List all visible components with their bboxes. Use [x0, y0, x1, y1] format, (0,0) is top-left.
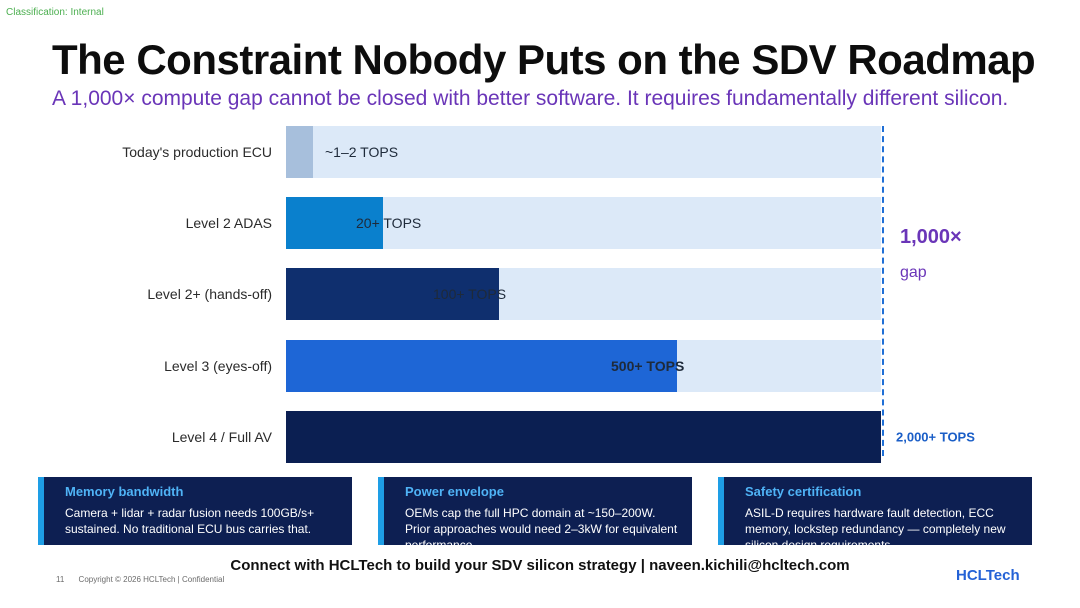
card-power-envelope: Power envelope OEMs cap the full HPC dom… [378, 477, 692, 545]
footer: 11 Copyright © 2026 HCLTech | Confidenti… [56, 575, 236, 584]
page-number: 11 [56, 575, 65, 584]
bar-value-1: 20+ TOPS [356, 215, 422, 231]
bar-1 [286, 197, 383, 249]
card-body: Camera + lidar + radar fusion needs 100G… [65, 506, 315, 536]
page-subtitle: A 1,000× compute gap cannot be closed wi… [52, 87, 1009, 110]
bar-3 [286, 340, 677, 392]
bar-2 [286, 268, 499, 320]
card-title: Safety certification [745, 484, 862, 499]
gap-label: gap [900, 264, 927, 281]
bar-label-4: Level 4 / Full AV [171, 429, 272, 445]
gap-value: 1,000× [900, 226, 962, 248]
bar-track-0 [286, 126, 881, 178]
bar-track-2 [286, 268, 881, 320]
bar-value-3: 500+ TOPS [611, 358, 685, 374]
card-title: Power envelope [405, 484, 504, 499]
card-body: OEMs cap the full HPC domain at ~150–200… [405, 506, 678, 545]
bar-0 [286, 126, 313, 178]
copyright: Copyright © 2026 HCLTech | Confidential [78, 575, 225, 584]
card-body: ASIL-D requires hardware fault detection… [745, 506, 1006, 545]
card-memory-bandwidth: Memory bandwidth Camera + lidar + radar … [38, 477, 352, 545]
bar-label-2: Level 2+ (hands-off) [147, 286, 272, 302]
page-title: The Constraint Nobody Puts on the SDV Ro… [52, 36, 1036, 83]
bar-label-1: Level 2 ADAS [185, 215, 272, 231]
gap-dashed-line [882, 126, 884, 456]
bar-value-0: ~1–2 TOPS [325, 144, 399, 160]
bar-track-1 [286, 197, 881, 249]
bar-value-2: 100+ TOPS [433, 286, 507, 302]
bar-label-0: Today's production ECU [122, 144, 272, 160]
bar-track-3 [286, 340, 881, 392]
card-title: Memory bandwidth [65, 484, 184, 499]
bar-4 [286, 411, 881, 463]
bar-track-4 [286, 411, 881, 463]
classification-label: Classification: Internal [6, 7, 104, 18]
bar-label-3: Level 3 (eyes-off) [164, 358, 272, 374]
bar-value-4: 2,000+ TOPS [896, 429, 975, 445]
contact-cta: Connect with HCLTech to build your SDV s… [230, 557, 850, 574]
hcltech-logo: HCLTech [956, 567, 1020, 584]
card-safety-certification: Safety certification ASIL-D requires har… [718, 477, 1032, 545]
compute-bar-chart: Today's production ECU ~1–2 TOPS Level 2… [122, 126, 975, 463]
